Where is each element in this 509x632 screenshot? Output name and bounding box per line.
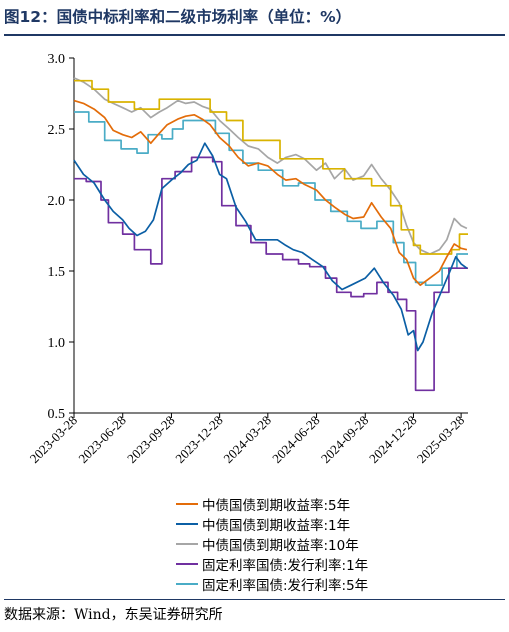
y-tick-label-5: 3.0: [48, 52, 66, 67]
chart-legend: 中债国债到期收益率:5年 中债国债到期收益率:1年 中债国债到期收益率:10年 …: [176, 494, 368, 594]
legend-item-yield-10y: 中债国债到期收益率:10年: [176, 534, 368, 554]
y-tick-label-1: 1.0: [48, 336, 66, 351]
x-tick-label-1: 2023-06-28: [75, 413, 129, 467]
series-line-yield1y: [73, 142, 468, 352]
x-tick-label-4: 2024-03-28: [220, 413, 274, 467]
legend-label-yield-10y: 中债国债到期收益率:10年: [202, 538, 359, 554]
x-tick-label-2: 2023-09-28: [124, 413, 178, 467]
legend-swatch-yield-1y: [176, 523, 198, 525]
source-divider: [4, 599, 505, 600]
legend-item-auction-5y: 固定利率国债:发行利率:5年: [176, 574, 368, 594]
x-tick-label-8: 2025-03-28: [414, 413, 468, 467]
series-line-auction1y: [74, 156, 468, 392]
legend-item-yield-5y: 中债国债到期收益率:5年: [176, 494, 368, 514]
legend-swatch-auction-1y: [176, 563, 198, 565]
chart-title: 图12：国债中标利率和二级市场利率（单位：%）: [4, 8, 352, 26]
series-line-yield10y: [73, 77, 468, 255]
legend-swatch-auction-5y: [176, 583, 198, 585]
legend-label-auction-5y: 固定利率国债:发行利率:5年: [202, 578, 369, 594]
legend-label-auction-1y: 固定利率国债:发行利率:1年: [202, 558, 369, 574]
y-tick-label-3: 2.0: [48, 194, 66, 209]
series-line-auction10y: [74, 79, 468, 255]
legend-swatch-yield-10y: [176, 543, 198, 545]
source-note: 数据来源：Wind，东吴证券研究所: [4, 607, 223, 623]
y-tick-label-4: 2.5: [48, 123, 66, 138]
x-tick-label-3: 2023-12-28: [172, 413, 226, 467]
series-line-auction5y: [74, 111, 468, 287]
line-chart: 0.51.01.52.02.53.02023-03-282023-06-2820…: [27, 52, 468, 467]
y-tick-label-0: 0.5: [48, 407, 66, 422]
legend-item-auction-1y: 固定利率国债:发行利率:1年: [176, 554, 368, 574]
x-tick-label-5: 2024-06-28: [269, 413, 323, 467]
legend-label-yield-5y: 中债国债到期收益率:5年: [202, 498, 351, 514]
legend-item-yield-1y: 中债国债到期收益率:1年: [176, 514, 368, 534]
legend-label-yield-1y: 中债国债到期收益率:1年: [202, 518, 351, 534]
legend-swatch-yield-5y: [176, 503, 198, 505]
title-divider: [4, 34, 505, 36]
y-tick-label-2: 1.5: [48, 265, 66, 280]
x-tick-label-6: 2024-09-28: [318, 413, 372, 467]
x-tick-label-7: 2024-12-28: [366, 413, 420, 467]
series-line-yield5y: [73, 99, 468, 287]
